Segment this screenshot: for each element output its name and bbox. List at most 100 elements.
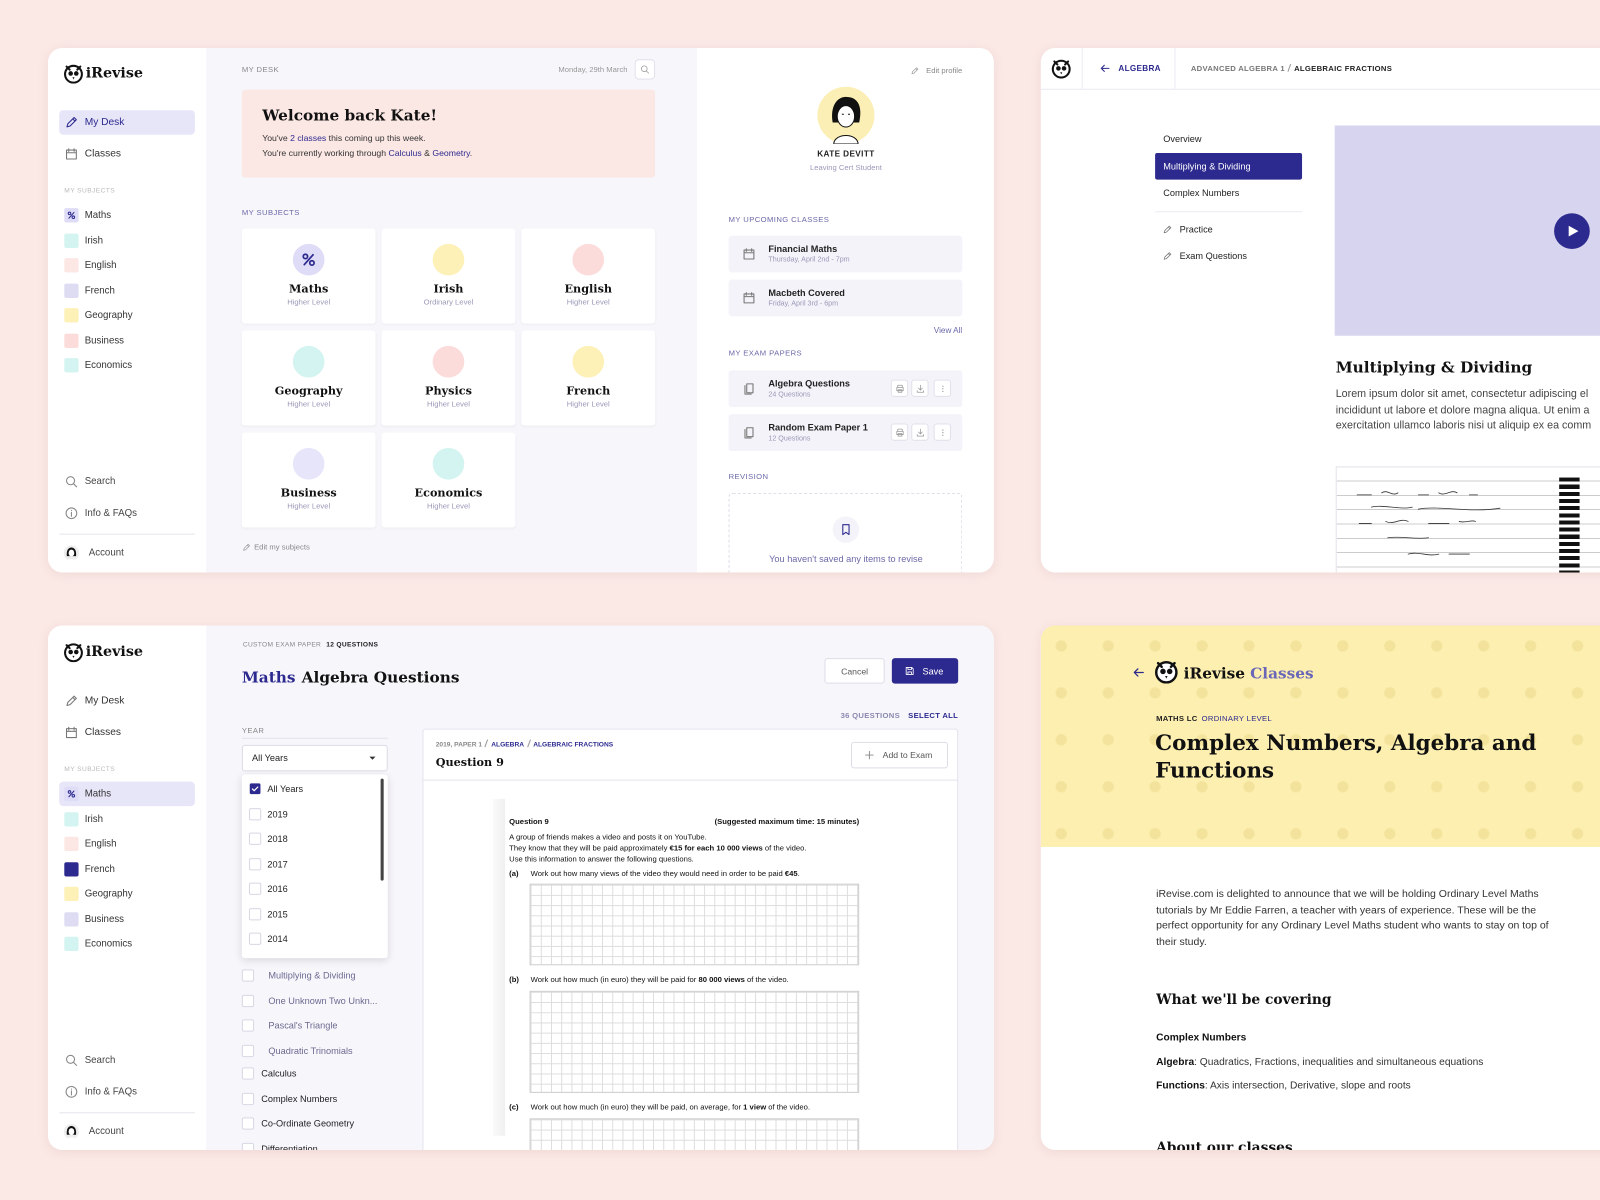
checkbox[interactable]	[241, 1142, 255, 1150]
checkbox[interactable]	[241, 1117, 255, 1130]
nav-item[interactable]: My Desk	[84, 695, 125, 707]
nav-icon-shape	[66, 117, 77, 128]
subject-link[interactable]: English	[84, 838, 117, 850]
edit-profile[interactable]: Edit profile	[926, 65, 963, 75]
save-button[interactable]	[891, 658, 959, 684]
paper-icon-shape	[744, 383, 754, 395]
answer-grid	[529, 883, 860, 966]
topic-option[interactable]: Complex Numbers	[261, 1093, 338, 1104]
checkbox-checked-shape	[249, 783, 261, 795]
action-link[interactable]: Practice	[1179, 224, 1213, 235]
select-all[interactable]: SELECT ALL	[908, 710, 959, 720]
checkbox[interactable]	[241, 1019, 255, 1032]
menu-item[interactable]: Multiplying & Dividing	[1163, 160, 1251, 171]
subject-card[interactable]	[381, 330, 516, 426]
logo-icon-shape	[1156, 661, 1176, 669]
class-card[interactable]	[728, 235, 963, 273]
subtopic-option[interactable]: Pascal's Triangle	[268, 1020, 338, 1031]
divider	[1081, 47, 1083, 89]
profile-avatar-shape	[836, 105, 856, 128]
footer-link[interactable]: Account	[88, 1126, 124, 1138]
year-option[interactable]: All Years	[267, 783, 304, 794]
checkbox[interactable]	[241, 1092, 255, 1105]
checkbox[interactable]	[241, 1044, 255, 1057]
subject-link[interactable]: Maths	[84, 209, 112, 221]
subject-link[interactable]: Business	[84, 913, 125, 925]
footer-link[interactable]: Info & FAQs	[84, 507, 137, 519]
subject-link[interactable]: French	[84, 863, 115, 875]
class-card[interactable]	[728, 279, 963, 317]
subject-link[interactable]: French	[84, 284, 115, 296]
logo-icon	[1154, 659, 1178, 684]
subject-link[interactable]: Business	[84, 334, 125, 346]
paper-action-icon-shape	[941, 434, 943, 436]
subject-card[interactable]	[241, 228, 376, 324]
subject-link[interactable]: Geography	[84, 309, 133, 321]
checkbox[interactable]	[248, 907, 262, 920]
paper-action[interactable]	[890, 423, 909, 441]
checkbox[interactable]	[248, 832, 262, 845]
subject-link[interactable]: Irish	[84, 234, 104, 246]
brand: iRevise Classes	[1184, 664, 1314, 682]
checkbox[interactable]	[241, 969, 255, 982]
subject-link[interactable]: Economics	[84, 359, 133, 371]
subject-card[interactable]	[241, 432, 376, 528]
profile-avatar-shape	[817, 86, 875, 144]
action-link[interactable]: Exam Questions	[1179, 251, 1247, 262]
welcome-line-part: .	[469, 147, 473, 159]
nav-item[interactable]: Classes	[84, 148, 121, 160]
subject-card[interactable]	[521, 330, 656, 426]
footer-link[interactable]: Search	[84, 1054, 116, 1066]
lesson-text: exercitation ullamco laboris nisi ut ali…	[1335, 419, 1592, 432]
year-option[interactable]: 2014	[267, 933, 288, 944]
subject-card[interactable]	[381, 228, 516, 324]
account-avatar-shape	[63, 545, 80, 562]
topic-option[interactable]: Co-Ordinate Geometry	[261, 1118, 355, 1129]
year-option[interactable]: 2018	[267, 833, 288, 844]
year-select[interactable]	[241, 744, 388, 772]
subject-card[interactable]	[381, 432, 516, 528]
footer-link[interactable]: Search	[84, 476, 116, 488]
subject-link[interactable]: Maths	[84, 788, 112, 800]
subject-card[interactable]	[241, 330, 376, 426]
cancel-button[interactable]	[824, 658, 885, 684]
edit-subjects[interactable]: Edit my subjects	[254, 542, 310, 552]
back-link[interactable]: ALGEBRA	[1118, 63, 1161, 73]
year-option[interactable]: 2016	[267, 883, 288, 894]
subject-link[interactable]: Irish	[84, 813, 104, 825]
checkbox[interactable]	[248, 882, 262, 895]
subject-link[interactable]: Economics	[84, 938, 133, 950]
checkbox[interactable]	[248, 807, 262, 820]
footer-link[interactable]: Account	[88, 547, 124, 559]
paper-label: Question 9	[509, 816, 549, 827]
answer-grid	[529, 1118, 860, 1150]
info-icon	[64, 1085, 78, 1099]
menu-item[interactable]: Overview	[1163, 133, 1202, 144]
nav-item[interactable]: Classes	[84, 727, 121, 739]
part-text-part: of the video.	[744, 974, 789, 985]
subject-link[interactable]: Geography	[84, 888, 133, 900]
paper-action-icon-shape	[916, 428, 924, 437]
topic-option[interactable]: Calculus	[261, 1068, 297, 1079]
year-option[interactable]: 2017	[267, 858, 288, 869]
view-all[interactable]: View All	[933, 326, 963, 336]
subtopic-option[interactable]: Quadratic Trinomials	[268, 1045, 353, 1056]
paper-action[interactable]	[890, 379, 909, 397]
search-button[interactable]	[634, 59, 656, 80]
topic-option[interactable]: Differentiation	[261, 1143, 318, 1150]
subject-card[interactable]	[521, 228, 656, 324]
add-label[interactable]: Add to Exam	[882, 749, 933, 761]
subject-link[interactable]: English	[84, 259, 117, 271]
footer-link[interactable]: Info & FAQs	[84, 1086, 137, 1098]
subtopic-option[interactable]: One Unknown Two Unkn...	[268, 995, 378, 1006]
nav-item[interactable]: My Desk	[84, 116, 125, 129]
checkbox[interactable]	[248, 932, 262, 945]
subtopic-option[interactable]: Multiplying & Dividing	[268, 970, 356, 981]
checkbox[interactable]	[241, 994, 255, 1007]
year-option[interactable]: 2015	[267, 908, 288, 919]
checkbox[interactable]	[248, 857, 262, 870]
paper-action-icon-shape	[941, 390, 943, 392]
checkbox[interactable]	[241, 1067, 255, 1080]
year-option[interactable]: 2019	[267, 808, 288, 819]
menu-item[interactable]: Complex Numbers	[1163, 187, 1240, 198]
